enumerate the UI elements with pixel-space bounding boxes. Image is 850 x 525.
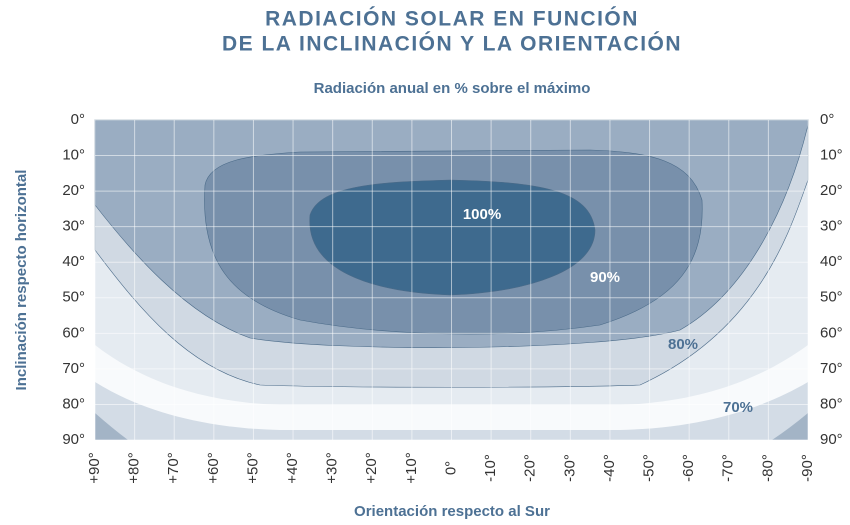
y-tick-label: 90° xyxy=(820,431,843,448)
x-tick-label: -90° xyxy=(799,454,816,482)
chart-title: RADIACIÓN SOLAR EN FUNCIÓN xyxy=(265,7,639,31)
x-tick-label: +80° xyxy=(126,452,143,483)
y-tick-label: 0° xyxy=(71,111,85,128)
y-tick-label: 30° xyxy=(820,218,843,235)
x-tick-label: +20° xyxy=(363,452,380,483)
y-tick-label: 10° xyxy=(820,147,843,164)
y-tick-label: 80° xyxy=(820,395,843,412)
y-tick-label: 20° xyxy=(62,182,85,199)
x-tick-label: -70° xyxy=(720,454,737,482)
y-tick-label: 30° xyxy=(62,218,85,235)
y-tick-label: 60° xyxy=(62,324,85,341)
x-tick-label: -30° xyxy=(561,454,578,482)
x-tick-label: -40° xyxy=(601,454,618,482)
x-tick-label: -50° xyxy=(641,454,658,482)
contour-label: 100% xyxy=(463,206,501,223)
contour-label: 80% xyxy=(668,336,698,353)
x-axis-label: Orientación respecto al Sur xyxy=(354,503,550,520)
x-tick-label: +60° xyxy=(205,452,222,483)
y-tick-label: 20° xyxy=(820,182,843,199)
subtitle: Radiación anual en % sobre el máximo xyxy=(314,80,591,97)
x-tick-label: +30° xyxy=(324,452,341,483)
y-tick-label: 70° xyxy=(62,360,85,377)
y-tick-label: 60° xyxy=(820,324,843,341)
contour-label: 90% xyxy=(590,269,620,286)
x-tick-label: -80° xyxy=(759,454,776,482)
x-tick-label: -10° xyxy=(482,454,499,482)
y-tick-label: 50° xyxy=(820,289,843,306)
y-tick-label: 90° xyxy=(62,431,85,448)
x-tick-label: 0° xyxy=(442,461,459,475)
x-tick-label: +10° xyxy=(403,452,420,483)
y-tick-label: 40° xyxy=(820,253,843,270)
x-tick-label: -60° xyxy=(680,454,697,482)
contour-region xyxy=(309,179,596,296)
x-tick-label: +90° xyxy=(86,452,103,483)
chart-title: DE LA INCLINACIÓN Y LA ORIENTACIÓN xyxy=(222,32,682,56)
x-tick-label: +40° xyxy=(284,452,301,483)
y-tick-label: 40° xyxy=(62,253,85,270)
contour-label: 70% xyxy=(723,399,753,416)
y-tick-label: 0° xyxy=(820,111,834,128)
y-tick-label: 80° xyxy=(62,395,85,412)
x-tick-label: +50° xyxy=(244,452,261,483)
y-axis-label: Inclinación respecto horizontal xyxy=(13,170,30,391)
y-tick-label: 50° xyxy=(62,289,85,306)
y-tick-label: 70° xyxy=(820,360,843,377)
x-tick-label: +70° xyxy=(165,452,182,483)
x-tick-label: -20° xyxy=(522,454,539,482)
y-tick-label: 10° xyxy=(62,147,85,164)
